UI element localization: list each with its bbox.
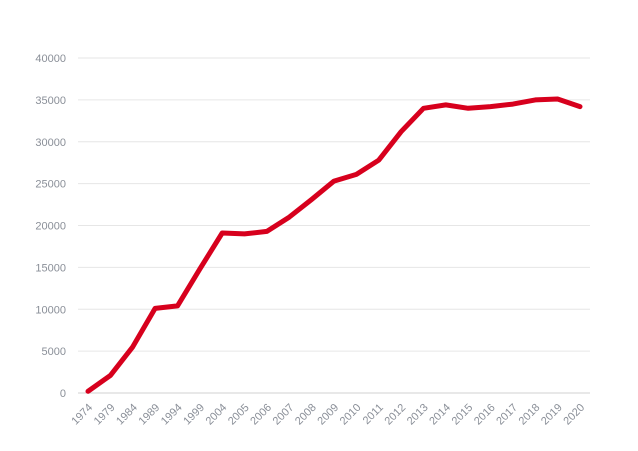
- y-tick-label: 10000: [35, 304, 66, 316]
- x-tick-label: 2007: [271, 402, 297, 428]
- y-tick-label: 40000: [35, 53, 66, 65]
- x-tick-label: 2005: [226, 402, 252, 428]
- y-tick-label: 30000: [35, 137, 66, 149]
- x-tick-label: 2006: [248, 402, 274, 428]
- y-axis-tick-labels: 0 5000 10000 15000 20000 25000 30000 35000 40000: [35, 53, 66, 400]
- y-tick-label: 35000: [35, 95, 66, 107]
- x-tick-label: 2010: [338, 402, 364, 428]
- x-tick-label: 2017: [494, 402, 520, 428]
- x-tick-label: 1979: [92, 402, 118, 428]
- x-tick-label: 2019: [539, 402, 565, 428]
- x-tick-label: 2011: [361, 402, 386, 427]
- x-axis-tick-labels: 1974197919841989199419992004200520062007…: [69, 402, 587, 428]
- y-tick-label: 20000: [35, 221, 66, 233]
- x-tick-label: 1984: [114, 402, 140, 428]
- x-tick-label: 2009: [315, 402, 341, 428]
- x-tick-label: 2008: [293, 402, 319, 428]
- x-tick-label: 2013: [405, 402, 431, 428]
- y-tick-label: 0: [60, 388, 66, 400]
- series-layer: [85, 96, 583, 394]
- y-tick-label: 25000: [35, 179, 66, 191]
- y-tick-label: 15000: [35, 262, 66, 274]
- x-tick-label: 2015: [450, 402, 476, 428]
- x-tick-label: 2020: [561, 402, 587, 428]
- x-tick-label: 2012: [383, 402, 409, 428]
- x-tick-label: 2004: [204, 402, 230, 428]
- x-tick-label: 1994: [159, 402, 185, 428]
- y-tick-label: 5000: [42, 346, 66, 358]
- x-tick-label: 1974: [69, 402, 95, 428]
- x-tick-label: 1989: [137, 402, 163, 428]
- x-tick-label: 2016: [472, 402, 498, 428]
- series-line: [85, 96, 583, 394]
- x-tick-label: 2018: [517, 402, 543, 428]
- gridlines: [78, 57, 590, 394]
- x-tick-label: 1999: [181, 402, 207, 428]
- x-tick-label: 2014: [427, 402, 453, 428]
